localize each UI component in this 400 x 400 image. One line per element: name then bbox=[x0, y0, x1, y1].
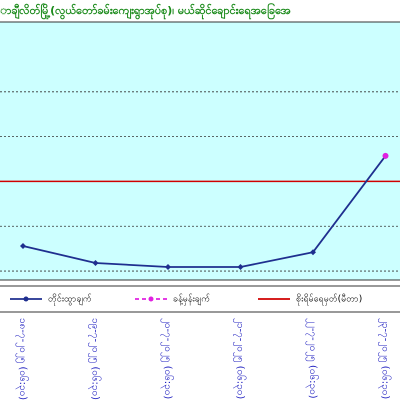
data-point bbox=[20, 242, 26, 249]
series-line bbox=[22, 155, 387, 268]
x-tick-label: ၂၃-၇-၂၀၂၅ (၀၆:၃၀) bbox=[378, 318, 393, 399]
legend-label: ခန့်မှန်းချက် bbox=[173, 294, 211, 306]
x-tick-label: ၁၈-၇-၂၀၂၅ (၀၆:၃၀) bbox=[15, 318, 30, 400]
data-point bbox=[165, 264, 171, 271]
x-tick-label: ၂၂-၇-၂၀၂၅ (၀၆:၃၀) bbox=[305, 318, 320, 399]
plot-area bbox=[0, 21, 400, 281]
data-point bbox=[310, 249, 316, 256]
chart-title: ာချီလိတ်မြို့(လွယ်တော်ခမ်းကျေးရွာအုပ်စု)… bbox=[0, 2, 292, 20]
legend-label: စိုးရိမ်ရေမှတ်(မီတာ) bbox=[296, 294, 362, 306]
data-point bbox=[382, 152, 389, 159]
data-point bbox=[92, 259, 99, 266]
legend-marker bbox=[148, 296, 154, 302]
legend-marker bbox=[23, 296, 29, 302]
x-tick-label: ၂၀-၇-၂၀၂၅ (၀၆:၃၀) bbox=[160, 318, 175, 399]
data-point bbox=[237, 264, 244, 271]
x-tick-label: ၂၁-၇-၂၀၂၅ (၀၆:၃၀) bbox=[233, 318, 248, 399]
legend-box bbox=[0, 285, 400, 313]
x-tick-label: ၁၉-၇-၂၀၂၅ (၀၆:၃၀) bbox=[88, 318, 103, 400]
legend-label: တိုင်းထွာချက် bbox=[48, 294, 92, 306]
